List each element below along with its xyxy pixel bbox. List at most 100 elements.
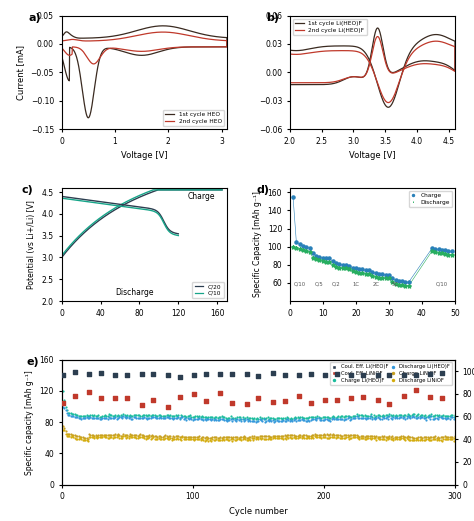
Point — [408, 436, 416, 444]
Point — [206, 413, 214, 421]
Point — [235, 413, 242, 421]
Point — [445, 247, 452, 255]
Point — [434, 415, 442, 423]
Point — [146, 414, 153, 422]
Point — [446, 435, 454, 443]
Point — [265, 417, 273, 426]
Point — [151, 411, 158, 419]
Point — [211, 432, 219, 441]
Point — [102, 412, 110, 420]
Point — [362, 435, 370, 443]
Point — [430, 415, 438, 423]
Point — [352, 433, 359, 442]
Point — [133, 431, 140, 439]
Point — [252, 432, 259, 441]
Point — [320, 416, 328, 425]
Point — [188, 435, 195, 443]
Point — [131, 411, 139, 419]
Point — [280, 414, 287, 422]
Point — [186, 435, 194, 443]
Point — [198, 412, 206, 420]
Point — [412, 386, 419, 394]
Point — [244, 415, 252, 423]
Point — [66, 430, 73, 438]
Point — [123, 394, 131, 402]
Point — [396, 435, 404, 443]
Point — [431, 245, 439, 254]
Point — [346, 265, 353, 274]
Point — [229, 415, 237, 424]
Point — [157, 412, 165, 420]
Point — [140, 411, 148, 419]
Point — [143, 431, 151, 440]
Point — [291, 434, 299, 442]
Point — [370, 411, 377, 419]
Point — [205, 413, 212, 421]
Point — [392, 413, 400, 421]
Point — [376, 412, 384, 420]
Point — [336, 260, 343, 268]
Point — [71, 368, 79, 376]
Point — [323, 433, 330, 442]
Point — [306, 434, 313, 442]
Point — [357, 411, 365, 419]
Point — [108, 433, 115, 441]
Point — [133, 433, 140, 442]
Point — [445, 432, 452, 441]
Point — [327, 430, 334, 438]
Point — [219, 413, 227, 421]
Point — [206, 436, 214, 444]
Point — [84, 414, 91, 422]
Point — [164, 411, 172, 419]
Point — [116, 412, 123, 420]
Point — [383, 434, 391, 442]
Point — [371, 432, 379, 441]
Point — [307, 399, 315, 407]
Point — [99, 414, 106, 422]
Point — [154, 432, 161, 441]
Point — [214, 433, 221, 442]
Point — [217, 370, 224, 379]
Point — [312, 431, 320, 439]
Point — [260, 415, 267, 424]
Point — [400, 433, 408, 441]
Point — [174, 435, 182, 443]
Point — [229, 413, 237, 421]
Point — [442, 435, 450, 443]
Point — [61, 404, 68, 412]
Point — [336, 431, 344, 439]
Point — [451, 413, 459, 421]
Point — [226, 414, 233, 422]
Point — [173, 414, 181, 423]
Point — [299, 242, 307, 250]
Point — [111, 430, 119, 439]
Point — [202, 413, 210, 421]
Point — [328, 415, 336, 423]
Point — [413, 414, 421, 422]
Point — [177, 436, 185, 444]
Point — [72, 413, 80, 421]
Point — [290, 413, 298, 421]
Point — [190, 390, 198, 398]
X-axis label: Voltage [V]: Voltage [V] — [349, 151, 396, 160]
Point — [133, 413, 140, 421]
Point — [104, 412, 111, 420]
Text: C/10: C/10 — [293, 282, 306, 287]
Point — [390, 413, 397, 421]
Point — [70, 431, 77, 439]
Point — [99, 412, 106, 420]
Point — [352, 412, 359, 420]
Point — [125, 414, 132, 423]
Point — [396, 433, 404, 441]
Legend: Coul. Eff. Li(HEO)F, Coul. Eff. LiNiOF, Charge Li(HEO)F, Discharge Li(HEO)F, Cha: Coul. Eff. Li(HEO)F, Coul. Eff. LiNiOF, … — [330, 363, 452, 385]
Point — [137, 433, 144, 441]
Point — [424, 413, 431, 421]
Point — [82, 433, 89, 442]
Point — [382, 433, 389, 441]
X-axis label: Voltage [V]: Voltage [V] — [121, 151, 168, 160]
Legend: Charge, Discharge: Charge, Discharge — [409, 191, 452, 207]
Point — [448, 411, 456, 419]
Point — [128, 412, 135, 420]
Point — [375, 432, 383, 441]
Point — [323, 430, 330, 439]
